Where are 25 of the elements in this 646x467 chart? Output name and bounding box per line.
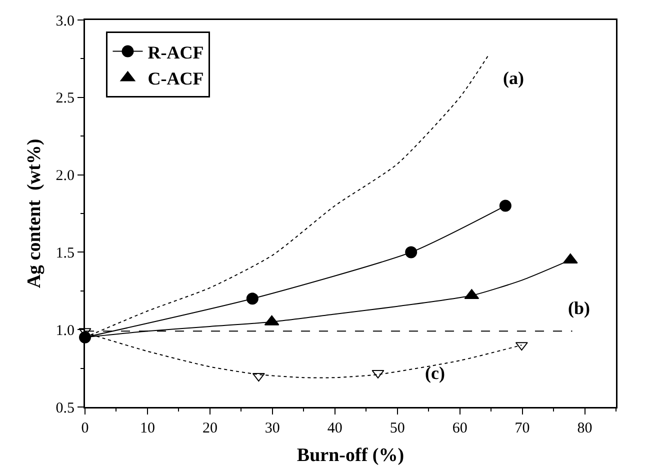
y-tick-label: 2.0 — [56, 168, 74, 184]
annotation: (a) — [503, 68, 524, 88]
x-tick-label: 10 — [140, 420, 155, 436]
point — [246, 292, 258, 305]
x-tick-label: 50 — [390, 420, 405, 436]
y-tick-label: 0.5 — [56, 400, 74, 416]
x-tick-label: 30 — [264, 420, 280, 436]
point — [499, 200, 512, 212]
y-tick-label: 2.5 — [56, 90, 74, 107]
annotation: (b) — [568, 298, 590, 318]
y-axis-title: Ag content (wt%) — [24, 138, 45, 288]
legend-label: R-ACF — [148, 42, 204, 62]
y-tick-label: 1.0 — [56, 322, 74, 339]
x-tick-label: 40 — [327, 420, 342, 436]
x-tick-label: 80 — [577, 420, 592, 436]
point — [405, 246, 418, 258]
y-tick-label: 3.0 — [56, 13, 74, 30]
x-axis-title: Burn-off (%) — [296, 445, 404, 466]
x-tick-label: 70 — [514, 420, 530, 436]
y-tick-label: 1.5 — [56, 245, 74, 262]
x-tick-label: 0 — [81, 420, 89, 436]
legend-label: C-ACF — [148, 68, 204, 89]
annotation: (c) — [425, 363, 445, 383]
x-tick-label: 60 — [452, 420, 468, 436]
x-tick-label: 20 — [202, 420, 218, 436]
